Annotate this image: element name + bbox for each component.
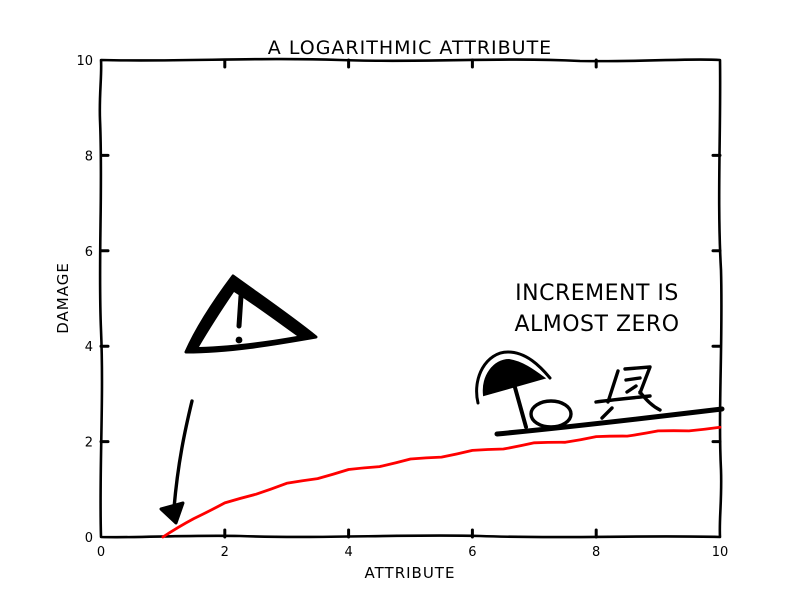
ball-icon	[529, 399, 573, 429]
series-line	[161, 425, 722, 539]
y-tick-label-6: 6	[85, 245, 93, 260]
x-tick-label-6: 6	[468, 545, 476, 560]
plot-frame	[98, 57, 723, 539]
chart-title: A LOGARITHMIC ATTRIBUTE	[268, 37, 552, 59]
y-tick-label-10: 10	[76, 54, 93, 69]
y-tick-label-2: 2	[85, 436, 93, 451]
x-tick-label-4: 4	[344, 545, 352, 560]
ground-line-icon	[494, 406, 725, 437]
deck-chair-icon	[594, 365, 662, 420]
y-tick-label-8: 8	[85, 149, 93, 164]
x-tick-label-2: 2	[221, 545, 229, 560]
annotation-line-2: ALMOST ZERO	[514, 312, 679, 337]
y-tick-label-4: 4	[85, 340, 93, 355]
umbrella-icon	[475, 350, 552, 429]
x-tick-label-0: 0	[97, 545, 105, 560]
annotation-line-1: INCREMENT IS	[515, 281, 679, 306]
x-axis-label: ATTRIBUTE	[365, 564, 456, 582]
x-tick-label-8: 8	[592, 545, 600, 560]
y-axis-label: DAMAGE	[54, 262, 72, 334]
warning-sign-icon	[184, 274, 318, 354]
y-tick-label-0: 0	[85, 531, 93, 546]
arrow-icon	[159, 399, 194, 525]
x-tick-label-10: 10	[712, 545, 729, 560]
axis-ticks: 0 2 4 6 8 10 0 2 4 6 8 10	[76, 54, 728, 560]
